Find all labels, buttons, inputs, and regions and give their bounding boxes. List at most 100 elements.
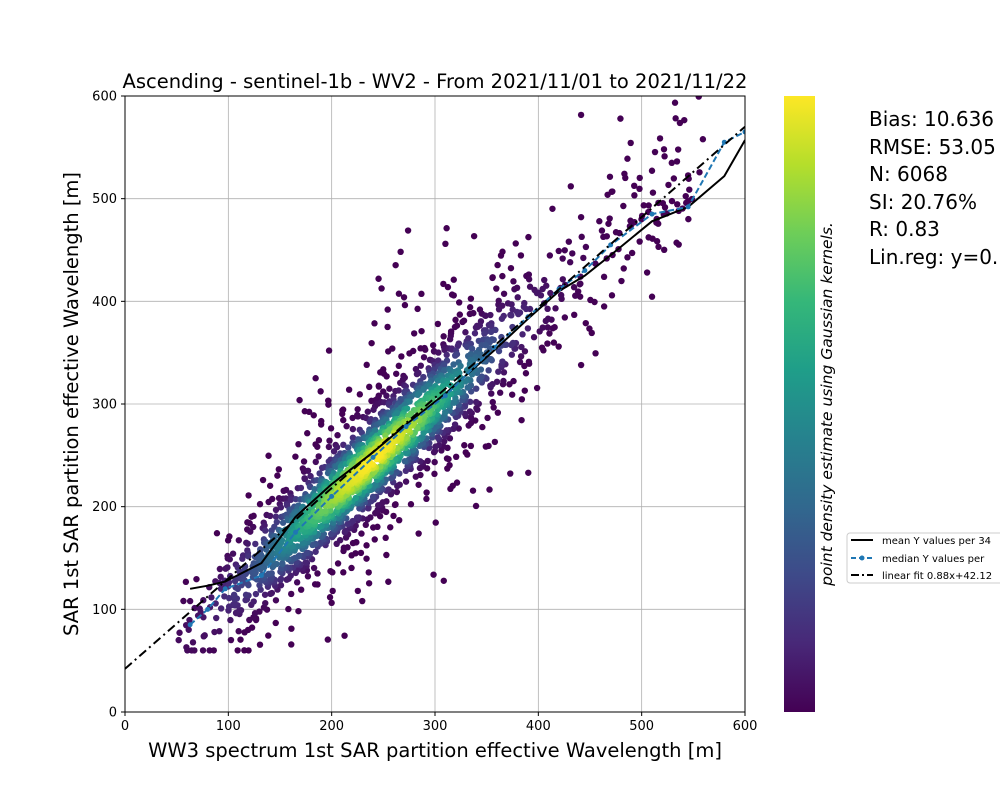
scatter-point [442, 408, 449, 415]
y-tick-label: 300 [92, 398, 117, 413]
scatter-point [185, 626, 192, 633]
scatter-point [418, 327, 425, 335]
scatter-point [344, 520, 351, 528]
scatter-point [456, 311, 464, 318]
scatter-point [561, 314, 569, 321]
scatter-point [364, 516, 371, 523]
scatter-point [304, 573, 312, 580]
scatter-point [365, 504, 372, 511]
scatter-point [450, 276, 457, 283]
scatter-point [450, 361, 457, 368]
median-marker [649, 211, 655, 217]
scatter-point [571, 311, 578, 319]
x-tick-label: 300 [423, 719, 448, 734]
scatter-point [518, 416, 525, 424]
scatter-point [557, 291, 565, 299]
scatter-point [261, 591, 269, 598]
scatter-point [317, 421, 325, 428]
scatter-point [370, 406, 377, 413]
scatter-point [327, 425, 335, 432]
scatter-point [424, 457, 431, 465]
scatter-point [463, 343, 471, 351]
x-tick-label: 200 [319, 719, 344, 734]
scatter-point [256, 641, 264, 648]
series-line-2 [125, 125, 745, 670]
scatter-point [208, 594, 215, 601]
scatter-point [530, 334, 538, 341]
scatter-point [668, 197, 676, 205]
legend-median-marker [859, 555, 865, 561]
scatter-point [656, 135, 664, 142]
scatter-point [251, 610, 259, 617]
colorbar-label: point density estimate using Gaussian ke… [818, 222, 836, 587]
scatter-point [674, 201, 681, 208]
scatter-point [487, 328, 495, 336]
scatter-point [371, 482, 378, 489]
scatter-point [517, 252, 525, 259]
scatter-point [384, 306, 391, 313]
scatter-point [608, 292, 616, 299]
scatter-point [587, 296, 594, 304]
scatter-point [434, 434, 441, 441]
median-marker [258, 572, 264, 578]
legend-fit-label: linear fit 0.88x+42.12 [882, 571, 992, 582]
scatter-point [395, 290, 403, 297]
scatter-point [260, 564, 268, 571]
scatter-point [368, 339, 375, 347]
scatter-point [462, 449, 469, 456]
scatter-point [474, 323, 482, 330]
scatter-point [362, 463, 370, 470]
scatter-point [673, 158, 681, 165]
scatter-point [443, 225, 450, 232]
scatter-point [288, 590, 295, 598]
scatter-point [363, 542, 370, 549]
scatter-point [549, 205, 556, 212]
scatter-point [498, 315, 506, 322]
scatter-point [354, 406, 361, 413]
scatter-point [489, 398, 496, 406]
scatter-point [224, 537, 232, 544]
scatter-point [430, 571, 437, 578]
scatter-point [351, 473, 358, 481]
scatter-point [699, 136, 707, 143]
scatter-point [665, 181, 672, 189]
scatter-point [580, 254, 587, 262]
scatter-point [283, 576, 290, 583]
scatter-point [389, 345, 396, 352]
scatter-point [400, 294, 408, 301]
scatter-point [371, 536, 378, 543]
x-tick-label: 400 [526, 719, 551, 734]
scatter-point [469, 487, 477, 494]
scatter-point [442, 240, 449, 248]
scatter-point [375, 383, 383, 390]
scatter-point [363, 555, 370, 562]
scatter-point [541, 276, 548, 284]
scatter-point [510, 278, 517, 285]
scatter-point [508, 341, 515, 349]
scatter-point [349, 434, 357, 441]
scatter-point [555, 343, 562, 350]
scatter-point [217, 573, 224, 581]
scatter-point [538, 344, 546, 351]
median-marker [403, 424, 409, 430]
scatter-point [309, 502, 317, 510]
scatter-point [453, 322, 461, 329]
scatter-point [334, 432, 341, 439]
scatter-point [643, 269, 651, 276]
scatter-point [497, 252, 505, 259]
scatter-point [555, 247, 562, 255]
scatter-point [484, 414, 491, 422]
scatter-point [247, 528, 254, 535]
scatter-point [328, 599, 335, 607]
scatter-point [660, 146, 668, 153]
scatter-point [452, 316, 459, 324]
scatter-point [402, 478, 410, 485]
y-axis-label: SAR 1st SAR partition effective Waveleng… [60, 172, 83, 636]
scatter-point [241, 647, 248, 654]
scatter-point [462, 329, 469, 336]
scatter-point [569, 250, 576, 257]
scatter-point [287, 496, 294, 503]
scatter-point [265, 632, 272, 639]
scatter-point [648, 293, 656, 300]
scatter-point [345, 386, 353, 393]
